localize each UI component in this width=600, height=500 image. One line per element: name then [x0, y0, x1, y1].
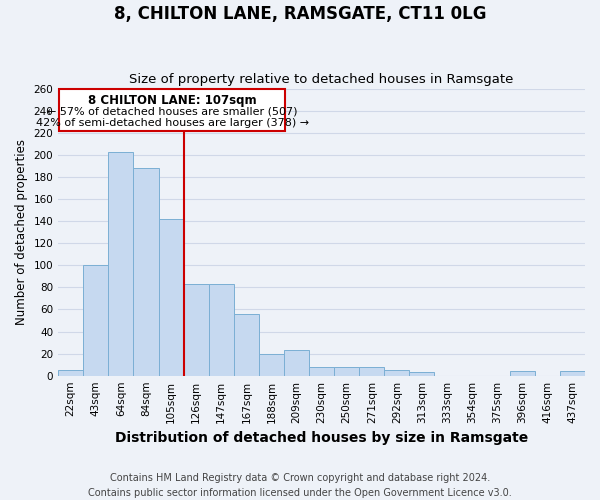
Bar — [334, 367, 359, 376]
FancyBboxPatch shape — [59, 88, 285, 130]
Text: 42% of semi-detached houses are larger (378) →: 42% of semi-detached houses are larger (… — [36, 118, 309, 128]
Text: ← 57% of detached houses are smaller (507): ← 57% of detached houses are smaller (50… — [47, 106, 298, 116]
Bar — [359, 367, 385, 376]
Bar — [234, 314, 259, 376]
Text: 8, CHILTON LANE, RAMSGATE, CT11 0LG: 8, CHILTON LANE, RAMSGATE, CT11 0LG — [114, 5, 486, 23]
Bar — [409, 372, 434, 376]
Y-axis label: Number of detached properties: Number of detached properties — [15, 139, 28, 325]
Bar — [259, 354, 284, 376]
Bar — [83, 265, 109, 376]
Bar — [58, 370, 83, 376]
Text: 8 CHILTON LANE: 107sqm: 8 CHILTON LANE: 107sqm — [88, 94, 257, 107]
Bar — [158, 219, 184, 376]
Bar — [133, 168, 158, 376]
Bar — [560, 372, 585, 376]
Bar — [184, 284, 209, 376]
Bar — [109, 152, 133, 376]
Bar — [385, 370, 409, 376]
Title: Size of property relative to detached houses in Ramsgate: Size of property relative to detached ho… — [130, 73, 514, 86]
Bar — [510, 372, 535, 376]
X-axis label: Distribution of detached houses by size in Ramsgate: Distribution of detached houses by size … — [115, 431, 528, 445]
Bar — [284, 350, 309, 376]
Bar — [309, 367, 334, 376]
Text: Contains HM Land Registry data © Crown copyright and database right 2024.
Contai: Contains HM Land Registry data © Crown c… — [88, 472, 512, 498]
Bar — [209, 284, 234, 376]
